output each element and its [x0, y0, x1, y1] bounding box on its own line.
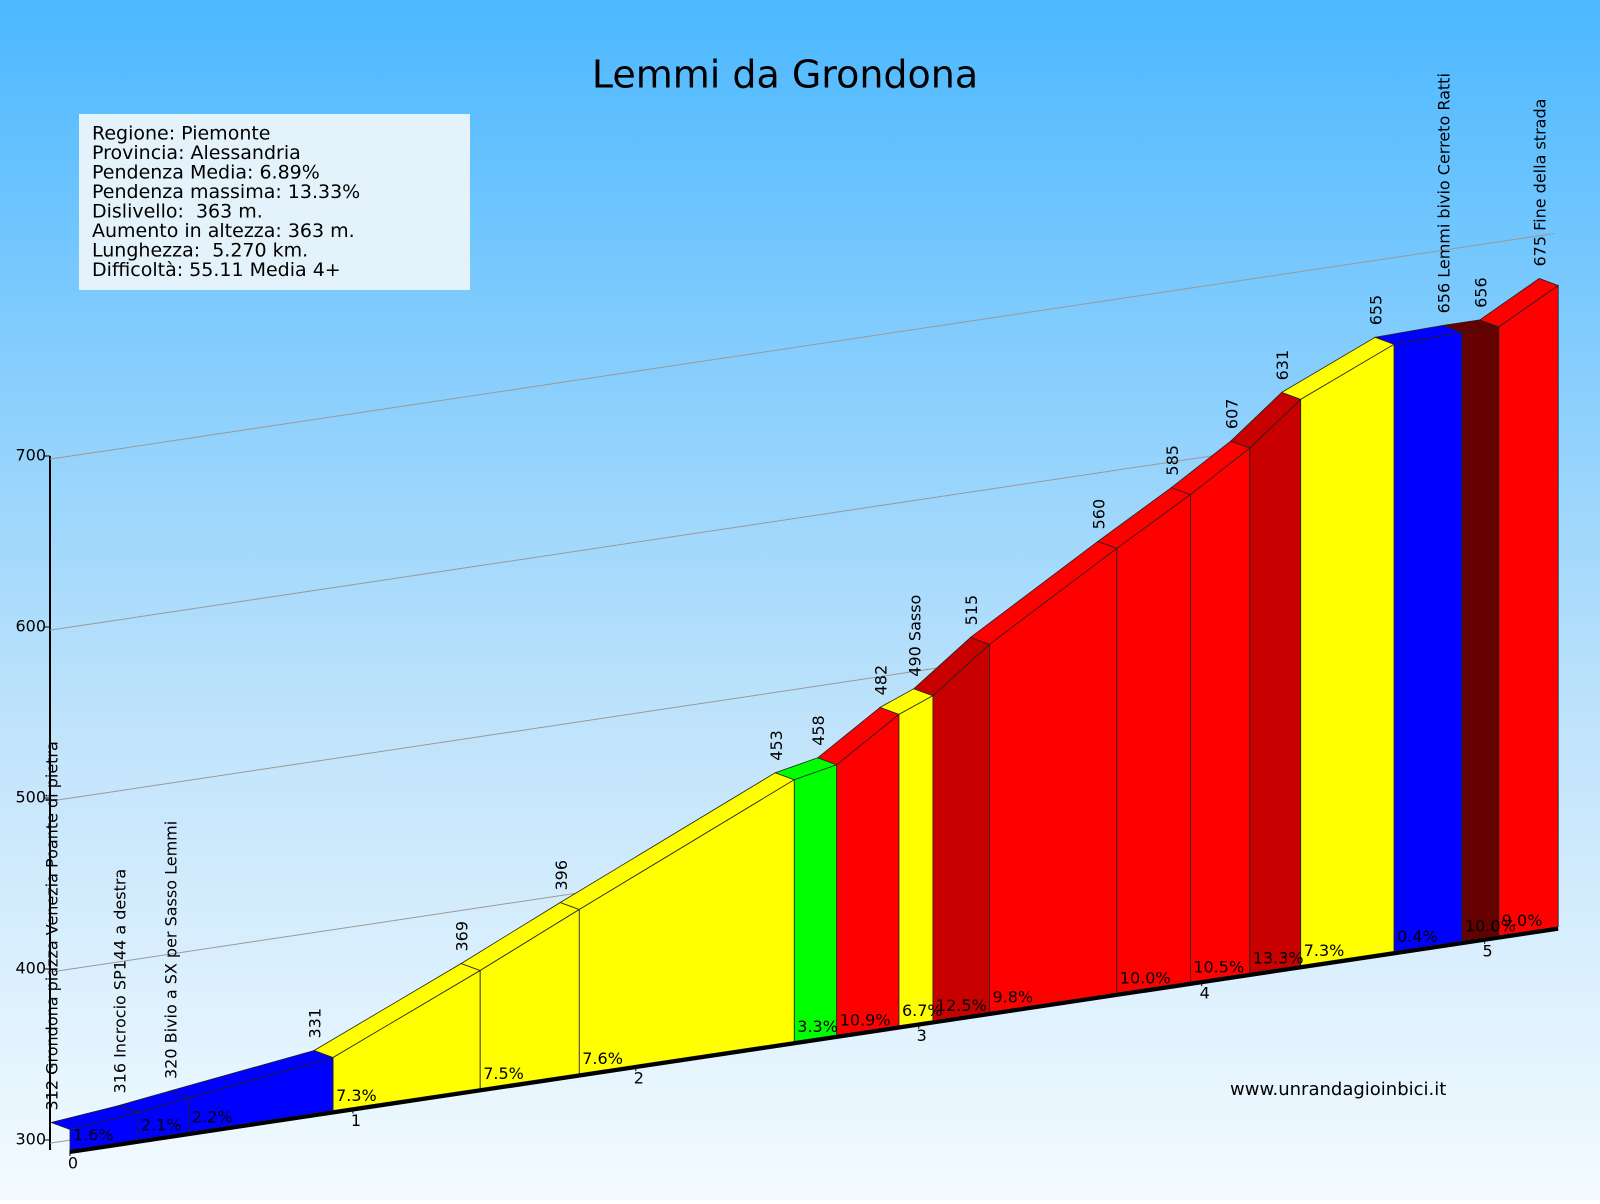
- segment-face: [1300, 343, 1395, 966]
- grade-label: 10.0%: [1465, 917, 1516, 936]
- point-label: 312 Grondona piazza Venezia Poante di pi…: [43, 741, 62, 1110]
- point-label: 458: [809, 715, 828, 746]
- grade-label: 7.3%: [336, 1086, 377, 1105]
- point-label: 656 Lemmi bivio Cerreto Ratti: [1435, 73, 1454, 313]
- segment-face: [932, 643, 990, 1022]
- grade-label: 2.1%: [141, 1115, 182, 1134]
- segment-face: [1116, 493, 1191, 994]
- point-label: 453: [767, 730, 786, 761]
- grade-label: 3.3%: [797, 1017, 838, 1036]
- info-line: Lunghezza: 5.270 km.: [92, 240, 308, 262]
- segment-face: [836, 713, 900, 1036]
- y-tick-label: 500: [15, 788, 46, 807]
- info-box: [79, 114, 470, 290]
- segment-face: [1461, 326, 1500, 942]
- x-tick-label: 2: [634, 1069, 644, 1088]
- point-label: 631: [1273, 350, 1292, 381]
- grade-label: 10.9%: [840, 1010, 891, 1029]
- info-line: Aumento in altezza: 363 m.: [92, 220, 355, 242]
- grade-label: 9.8%: [992, 988, 1033, 1007]
- point-label: 675 Fine della strada: [1531, 99, 1550, 267]
- point-label: 515: [962, 595, 981, 626]
- segment-face: [793, 764, 838, 1042]
- watermark: www.unrandagioinbici.it: [1230, 1079, 1446, 1100]
- x-tick-label: 0: [68, 1154, 78, 1173]
- grade-label: 6.7%: [902, 1001, 943, 1020]
- grade-label: 9.0%: [1502, 911, 1543, 930]
- point-label: 656: [1471, 277, 1490, 308]
- grade-label: 10.5%: [1193, 957, 1244, 976]
- point-label: 607: [1222, 399, 1241, 430]
- grade-label: 13.3%: [1253, 949, 1304, 968]
- point-label: 482: [872, 665, 891, 696]
- plot: 0 1 2 3 4 5 1.6% 2.1% 2.2% 7.3% 7.5% 7.6% 3.3% 10.9% 6…: [43, 73, 1560, 1173]
- point-label: 585: [1163, 445, 1182, 476]
- point-label: 369: [453, 921, 472, 952]
- grade-label: 12.5%: [936, 996, 987, 1015]
- point-label: 331: [306, 1008, 325, 1039]
- info-line: Difficoltà: 55.11 Media 4+: [92, 259, 341, 281]
- grade-label: 7.6%: [582, 1049, 623, 1068]
- info-line: Dislivello: 363 m.: [92, 201, 263, 223]
- info-line: Pendenza massima: 13.33%: [92, 181, 360, 203]
- grade-label: 10.0%: [1120, 968, 1171, 987]
- segment-face: [1190, 447, 1251, 983]
- y-tick-label: 700: [15, 446, 46, 465]
- segment-face: [898, 695, 934, 1027]
- point-label: 316 Incrocio SP144 a destra: [110, 869, 129, 1094]
- grade-label: 0.4%: [1397, 927, 1438, 946]
- point-label: 560: [1089, 499, 1108, 530]
- x-tick-label: 3: [917, 1026, 927, 1045]
- segment-face: [1249, 398, 1302, 974]
- chart-title: Lemmi da Grondona: [592, 53, 978, 97]
- point-label: 396: [552, 860, 571, 891]
- point-label: 320 Bivio a SX per Sasso Lemmi: [161, 821, 180, 1079]
- grade-label: 7.5%: [483, 1064, 524, 1083]
- info-line: Provincia: Alessandria: [92, 142, 301, 164]
- baseline: [69, 926, 1559, 1154]
- x-tick-label: 1: [351, 1111, 361, 1130]
- info-line: Pendenza Media: 6.89%: [92, 162, 320, 184]
- grade-label: 7.3%: [1304, 941, 1345, 960]
- x-tick-label: 4: [1200, 984, 1210, 1003]
- grade-label: 1.6%: [73, 1126, 114, 1145]
- y-tick-label: 300: [15, 1130, 46, 1149]
- y-tick-label: 400: [15, 959, 46, 978]
- segment-face: [1393, 331, 1463, 952]
- segment-face: [1498, 284, 1559, 937]
- y-tick-label: 600: [15, 617, 46, 636]
- point-label: 490 Sasso: [905, 595, 924, 677]
- x-tick-label: 5: [1483, 941, 1493, 960]
- grid-line: [49, 232, 1556, 460]
- grade-label: 2.2%: [192, 1108, 233, 1127]
- info-line: Regione: Piemonte: [92, 123, 271, 145]
- point-label: 655: [1367, 295, 1386, 326]
